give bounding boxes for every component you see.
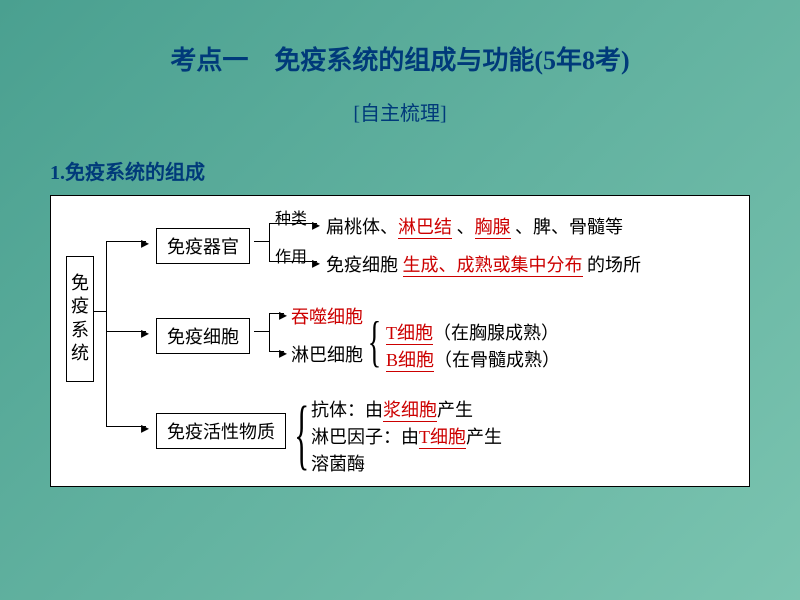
sublabel-function: 作用 [275, 243, 307, 267]
organs-kinds-line: 扁桃体、淋巴结 、胸腺 、脾、骨髓等 [326, 213, 623, 239]
diagram-container: 免 疫 系 统 ▸ ▸ ▸ 免疫器官 ▸ ▸ 种类 作用 扁桃体、淋巴结 [50, 195, 750, 487]
connector-line [254, 331, 269, 332]
substance-antibody: 抗体：由浆细胞产生 [311, 396, 473, 422]
cells-phagocyte: 吞噬细胞 [291, 303, 363, 329]
root-char: 免 [71, 272, 89, 295]
connector-line [106, 241, 107, 426]
connector-line [106, 241, 146, 242]
arrow-icon: ▸ [141, 418, 149, 438]
brace-icon: { [368, 314, 381, 370]
cells-lymphocyte: 淋巴细胞 [291, 341, 363, 367]
tree-diagram: 免 疫 系 统 ▸ ▸ ▸ 免疫器官 ▸ ▸ 种类 作用 扁桃体、淋巴结 [61, 211, 739, 471]
arrow-icon: ▸ [312, 253, 320, 273]
arrow-icon: ▸ [141, 323, 149, 343]
page-subtitle: [自主梳理] [50, 97, 750, 126]
arrow-icon: ▸ [141, 233, 149, 253]
root-char: 系 [71, 319, 89, 342]
root-node: 免 疫 系 统 [66, 256, 94, 382]
branch-node-organs: 免疫器官 [156, 228, 250, 264]
root-char: 疫 [71, 295, 89, 318]
cells-b-cell: B细胞（在骨髓成熟） [386, 346, 560, 372]
branch-node-substances: 免疫活性物质 [156, 413, 286, 449]
page-title: 考点一 免疫系统的组成与功能(5年8考) [50, 40, 750, 77]
connector-line [106, 426, 146, 427]
brace-icon: { [294, 395, 309, 473]
branch-node-cells: 免疫细胞 [156, 318, 250, 354]
root-char: 统 [71, 342, 89, 365]
connector-line [106, 331, 146, 332]
substance-lysozyme: 溶菌酶 [311, 450, 365, 476]
section-heading: 1.免疫系统的组成 [50, 156, 750, 185]
organs-function-line: 免疫细胞 生成、成熟或集中分布 的场所 [326, 251, 641, 277]
arrow-icon: ▸ [279, 305, 287, 325]
sublabel-kind: 种类 [275, 205, 307, 229]
arrow-icon: ▸ [279, 343, 287, 363]
arrow-icon: ▸ [312, 215, 320, 235]
cells-t-cell: T细胞（在胸腺成熟） [386, 319, 559, 345]
connector-line [94, 311, 106, 312]
page-root: 考点一 免疫系统的组成与功能(5年8考) [自主梳理] 1.免疫系统的组成 免 … [0, 0, 800, 600]
substance-lymphokine: 淋巴因子：由T细胞产生 [311, 423, 502, 449]
connector-line [269, 223, 270, 261]
connector-line [269, 313, 270, 351]
connector-line [254, 241, 269, 242]
